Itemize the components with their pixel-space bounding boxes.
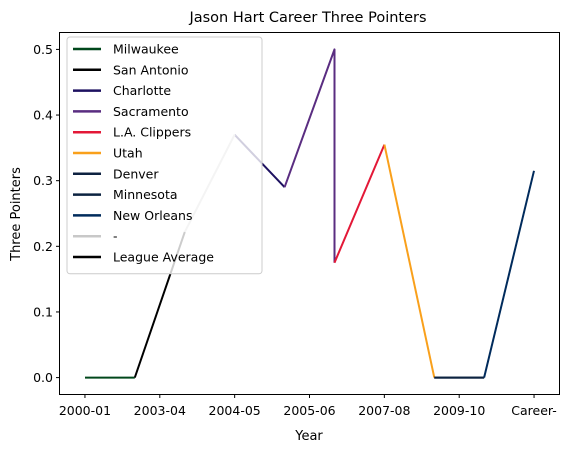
legend: Milwaukee San Antonio Charlotte Sacramento L… xyxy=(66,36,263,275)
x-tick-label: 2000-01 xyxy=(59,403,111,418)
y-tick-label: 0.3 xyxy=(33,173,53,188)
x-tick-label: 2004-05 xyxy=(209,403,261,418)
legend-label: Utah xyxy=(113,146,143,161)
x-axis: 2000-01 2003-04 2004-05 2005-06 2007-08 2009-… xyxy=(59,394,557,418)
x-tick-label: 2003-04 xyxy=(134,403,186,418)
series-line-4 xyxy=(333,144,386,264)
chart-title: Jason Hart Career Three Pointers xyxy=(188,10,426,26)
y-tick-label: 0.1 xyxy=(33,304,53,319)
y-axis: 0.0 0.1 0.2 0.3 0.4 0.5 xyxy=(33,42,60,385)
y-tick-label: 0.0 xyxy=(33,370,53,385)
legend-label: L.A. Clippers xyxy=(113,125,191,140)
legend-label: Charlotte xyxy=(113,83,171,98)
legend-label: League Average xyxy=(113,250,214,265)
legend-label: New Orleans xyxy=(113,208,192,223)
x-axis-label: Year xyxy=(294,429,323,444)
x-tick-label: 2005-06 xyxy=(283,403,335,418)
y-axis-label: Three Pointers xyxy=(9,167,24,262)
y-tick-label: 0.4 xyxy=(33,108,53,123)
legend-box xyxy=(66,36,263,275)
legend-label: Milwaukee xyxy=(113,42,179,57)
legend-label: - xyxy=(113,229,118,244)
series-line-8 xyxy=(483,170,535,378)
x-tick-label: Career- xyxy=(511,403,556,418)
x-tick-label: 2007-08 xyxy=(358,403,410,418)
legend-label: Minnesota xyxy=(113,187,178,202)
legend-label: Sacramento xyxy=(113,104,189,119)
series-line-3 xyxy=(283,48,336,263)
legend-label: Denver xyxy=(113,166,159,181)
x-tick-label: 2009-10 xyxy=(433,403,485,418)
series-line-5 xyxy=(383,144,436,378)
y-tick-label: 0.5 xyxy=(33,42,53,57)
legend-label: San Antonio xyxy=(113,62,189,77)
y-tick-label: 0.2 xyxy=(33,239,53,254)
